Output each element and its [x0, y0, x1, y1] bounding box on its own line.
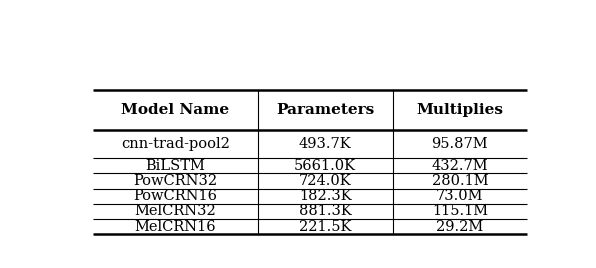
Text: cnn-trad-pool2: cnn-trad-pool2 [121, 137, 230, 151]
Text: 29.2M: 29.2M [436, 220, 483, 234]
Text: 724.0K: 724.0K [299, 174, 352, 188]
Text: 182.3K: 182.3K [299, 189, 352, 203]
Text: Multiplies: Multiplies [417, 103, 504, 117]
Text: 221.5K: 221.5K [299, 220, 352, 234]
Text: PowCRN32: PowCRN32 [134, 174, 218, 188]
Text: 5661.0K: 5661.0K [294, 159, 356, 173]
Text: PowCRN16: PowCRN16 [134, 189, 218, 203]
Text: 881.3K: 881.3K [299, 204, 352, 218]
Text: 493.7K: 493.7K [299, 137, 352, 151]
Text: MelCRN32: MelCRN32 [135, 204, 216, 218]
Text: 432.7M: 432.7M [432, 159, 488, 173]
Text: BiLSTM: BiLSTM [145, 159, 206, 173]
Text: Model Name: Model Name [122, 103, 229, 117]
Text: 73.0M: 73.0M [436, 189, 483, 203]
Text: 95.87M: 95.87M [432, 137, 488, 151]
Text: MelCRN16: MelCRN16 [135, 220, 216, 234]
Text: 280.1M: 280.1M [432, 174, 488, 188]
Text: Parameters: Parameters [276, 103, 374, 117]
Text: 115.1M: 115.1M [432, 204, 488, 218]
